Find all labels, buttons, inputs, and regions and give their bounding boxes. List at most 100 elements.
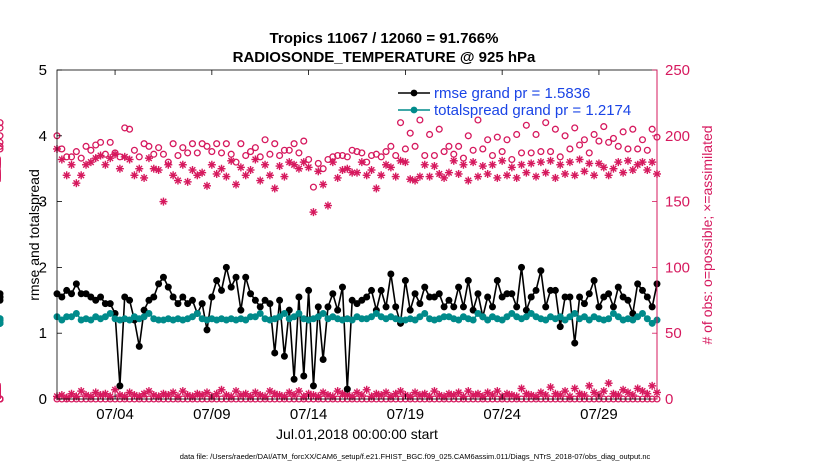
obs-assimilated-point xyxy=(503,171,511,180)
x-tick-label: 07/09 xyxy=(193,406,231,423)
obs-possible-point xyxy=(314,159,322,167)
obs-assimilated-point xyxy=(575,155,584,164)
rmse-point xyxy=(527,293,535,301)
rmse-point xyxy=(116,382,124,390)
rmse-point xyxy=(343,385,351,393)
rmse-point xyxy=(92,296,100,304)
obs-assimilated-point xyxy=(178,387,187,396)
obs-possible-point xyxy=(169,140,177,148)
obs-assimilated-point xyxy=(144,154,153,163)
obs-possible-point xyxy=(614,142,622,150)
obs-assimilated-point xyxy=(415,172,424,181)
rmse-point xyxy=(387,270,395,278)
obs-assimilated-point xyxy=(130,171,139,180)
rmse-point xyxy=(421,283,429,291)
x-axis: 07/04 07/09 07/14 07/19 07/24 07/29 xyxy=(96,70,618,423)
obs-assimilated-point xyxy=(541,168,550,177)
obs-possible-point xyxy=(513,130,521,139)
obs-assimilated-point xyxy=(101,160,110,169)
obs-assimilated-point xyxy=(120,152,129,161)
rmse-point xyxy=(295,293,303,301)
totalspread-point xyxy=(140,313,148,321)
obs-assimilated-point xyxy=(401,158,410,167)
obs-possible-point xyxy=(600,123,608,131)
rmse-point xyxy=(222,263,230,271)
rmse-point xyxy=(68,290,76,298)
obs-assimilated-point xyxy=(294,387,303,396)
rmse-point xyxy=(392,303,400,311)
totalspread-point xyxy=(556,313,564,321)
y-left-tick-label: 5 xyxy=(39,62,47,79)
totalspread-point xyxy=(411,316,419,324)
obs-possible-point xyxy=(421,151,429,160)
obs-assimilated-point xyxy=(377,391,386,400)
obs-assimilated-point xyxy=(57,155,66,164)
rmse-point xyxy=(256,303,264,311)
totalspread-point xyxy=(348,316,356,324)
totalspread-point xyxy=(126,316,134,324)
rmse-point xyxy=(58,293,66,301)
rmse-point xyxy=(285,306,293,314)
obs-possible-point xyxy=(82,142,90,150)
y-right-tick-label: 150 xyxy=(665,194,690,211)
obs-assimilated-point xyxy=(86,158,95,167)
rmse-point xyxy=(164,283,172,291)
obs-assimilated-point xyxy=(623,388,632,397)
totalspread-point xyxy=(561,316,569,324)
obs-assimilated-point xyxy=(532,172,541,181)
rmse-point xyxy=(518,263,526,271)
rmse-point xyxy=(464,277,472,285)
rmse-point xyxy=(522,306,530,314)
obs-possible-point xyxy=(551,125,559,133)
obs-assimilated-point xyxy=(362,385,371,394)
obs-assimilated-point xyxy=(546,383,555,392)
obs-assimilated-point xyxy=(585,381,594,390)
obs-assimilated-point xyxy=(498,156,507,165)
obs-assimilated-point xyxy=(178,160,187,169)
obs-assimilated-point xyxy=(459,160,468,169)
right-y-axis: 0 50 100 150 200 250 xyxy=(652,62,690,408)
chart-title: Tropics 11067 / 12060 = 91.766% xyxy=(270,30,499,47)
obs-assimilated-point xyxy=(604,171,613,180)
rmse-point xyxy=(174,300,182,308)
totalspread-point xyxy=(72,309,80,317)
rmse-point xyxy=(159,273,167,281)
rmse-point xyxy=(169,293,177,301)
obs-possible-point xyxy=(0,119,4,127)
obs-assimilated-point xyxy=(261,160,270,169)
obs-assimilated-point xyxy=(251,155,260,164)
obs-possible-point xyxy=(353,148,361,156)
rmse-point xyxy=(338,283,346,291)
obs-assimilated-point xyxy=(275,162,284,171)
rmse-point xyxy=(290,375,298,383)
rmse-point xyxy=(614,283,622,291)
obs-assimilated-point xyxy=(430,162,439,171)
obs-assimilated-point xyxy=(488,160,497,169)
rmse-point xyxy=(508,290,516,298)
obs-assimilated-point xyxy=(449,156,458,165)
rmse-point xyxy=(401,277,409,285)
obs-assimilated-point xyxy=(173,176,182,185)
obs-possible-point xyxy=(150,150,158,158)
obs-assimilated-point xyxy=(643,166,652,175)
obs-possible-point xyxy=(295,149,303,157)
obs-possible-point xyxy=(0,142,4,150)
obs-assimilated-point xyxy=(420,160,429,169)
x-tick-label: 07/04 xyxy=(96,406,134,423)
totalspread-point xyxy=(314,313,322,321)
rmse-point xyxy=(493,277,501,285)
rmse-point xyxy=(72,280,80,288)
left-y-axis: 0 1 2 3 4 5 xyxy=(39,62,62,408)
rmse-point xyxy=(634,280,642,288)
y-left-tick-label: 1 xyxy=(39,325,47,342)
obs-assimilated-point xyxy=(353,168,361,177)
rmse-point xyxy=(106,300,114,308)
obs-assimilated-point xyxy=(386,392,395,401)
obs-assimilated-point xyxy=(367,166,376,175)
rmse-point xyxy=(305,286,313,294)
obs-assimilated-point xyxy=(357,158,366,167)
rmse-point xyxy=(624,296,632,304)
obs-possible-point xyxy=(435,125,443,133)
rmse-point xyxy=(580,300,588,308)
obs-assimilated-point xyxy=(294,164,303,173)
